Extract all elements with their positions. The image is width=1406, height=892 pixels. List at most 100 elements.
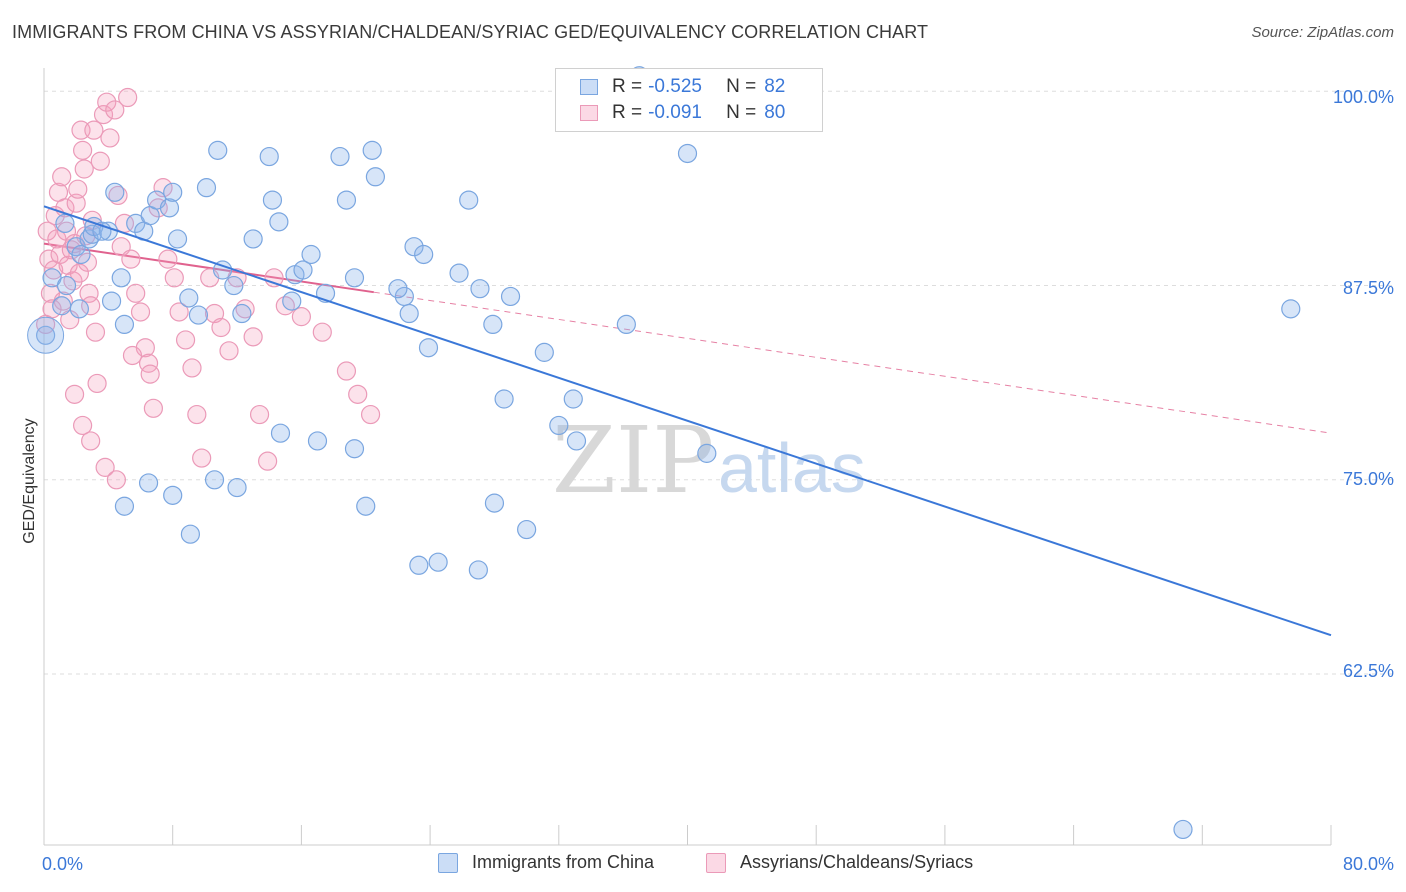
series-name-assyrians: Assyrians/Chaldeans/Syriacs	[740, 852, 974, 872]
point-china	[52, 296, 72, 316]
point-assyrians	[360, 404, 381, 425]
legend-row-assyrians: R = -0.091 N = 80	[580, 100, 785, 126]
point-assyrians	[175, 330, 196, 350]
point-assyrians	[36, 314, 56, 335]
point-assyrians	[85, 322, 106, 342]
point-china	[418, 338, 439, 358]
point-china	[697, 443, 717, 463]
series-legend: Immigrants from China Assyrians/Chaldean…	[0, 852, 1406, 878]
point-assyrians	[64, 234, 85, 254]
point-china	[494, 389, 514, 409]
point-assyrians	[192, 448, 212, 468]
point-china	[517, 519, 537, 540]
point-assyrians	[64, 384, 85, 404]
legend-r-label: R =	[612, 102, 643, 123]
x-tick-label-min: 0.0%	[42, 854, 84, 874]
point-china	[362, 140, 382, 160]
point-assyrians	[121, 249, 141, 269]
point-china	[534, 342, 554, 362]
point-china	[336, 190, 357, 210]
point-china	[163, 182, 183, 202]
point-assyrians	[90, 151, 110, 171]
point-china	[114, 496, 135, 516]
point-china	[404, 237, 424, 257]
legend-r-value-assyrians: -0.091	[648, 102, 702, 123]
y-tick-label: 100.0%	[1332, 87, 1394, 107]
point-china	[616, 314, 636, 335]
point-china	[365, 167, 386, 187]
point-assyrians	[52, 167, 72, 187]
point-assyrians	[74, 159, 94, 179]
point-assyrians	[95, 457, 115, 477]
series-legend-assyrians: Assyrians/Chaldeans/Syriacs	[706, 852, 973, 873]
point-assyrians	[73, 415, 93, 436]
series-legend-china: Immigrants from China	[438, 852, 654, 873]
point-china	[196, 178, 217, 198]
point-china	[330, 146, 350, 167]
point-assyrians	[187, 404, 207, 425]
point-china	[208, 140, 228, 160]
point-china	[356, 496, 376, 516]
point-assyrians	[164, 268, 184, 288]
point-assyrians	[291, 307, 311, 327]
point-china	[293, 260, 313, 280]
legend-n-value-china: 82	[764, 76, 786, 97]
legend-row-china: R = -0.525 N = 82	[580, 74, 785, 100]
source-credit: Source: ZipAtlas.com	[1251, 24, 1394, 41]
watermark-zip: ZIP	[552, 407, 714, 514]
point-assyrians	[336, 361, 357, 381]
point-assyrians	[258, 451, 278, 471]
point-china	[163, 485, 183, 505]
point-assyrians	[169, 302, 189, 322]
trend-line-china-solid	[43, 205, 1332, 637]
point-china	[232, 303, 252, 324]
point-assyrians	[126, 283, 146, 303]
trend-line-china	[43, 205, 1332, 637]
point-assyrians	[97, 92, 117, 112]
point-china	[105, 182, 125, 202]
point-china	[566, 431, 587, 451]
point-china	[36, 325, 56, 345]
point-assyrians	[84, 120, 104, 140]
point-china	[409, 555, 429, 575]
point-assyrians	[219, 341, 239, 361]
point-china	[428, 552, 448, 572]
point-china	[138, 473, 159, 493]
point-china	[114, 314, 135, 335]
point-china	[71, 244, 91, 265]
point-assyrians	[47, 229, 67, 249]
point-assyrians	[66, 193, 86, 213]
stats-legend: R = -0.525 N = 82 R = -0.091 N = 80	[555, 68, 823, 132]
point-china	[167, 229, 188, 249]
point-china	[470, 279, 490, 299]
legend-r-label: R =	[612, 76, 643, 97]
point-assyrians	[153, 178, 173, 198]
series-swatch-china	[438, 852, 458, 873]
point-assyrians	[108, 185, 128, 206]
watermark-atlas: atlas	[718, 429, 866, 507]
legend-n-value-assyrians: 80	[764, 102, 786, 123]
point-assyrians	[243, 327, 263, 347]
point-china	[449, 263, 469, 283]
point-assyrians	[158, 249, 178, 269]
point-assyrians	[348, 384, 368, 404]
point-china	[459, 190, 479, 210]
point-china	[269, 212, 289, 232]
point-china	[270, 423, 291, 443]
point-china	[243, 229, 263, 249]
point-assyrians	[148, 198, 168, 218]
trend-line-assyrians	[43, 242, 1332, 434]
point-assyrians	[81, 296, 101, 316]
point-assyrians	[118, 87, 138, 108]
point-china	[1281, 299, 1301, 319]
point-china	[344, 439, 365, 459]
point-china	[204, 470, 225, 490]
point-china	[159, 198, 180, 218]
y-tick-label: 87.5%	[1342, 278, 1394, 298]
point-china	[56, 275, 77, 296]
point-china	[344, 268, 365, 288]
point-assyrians	[81, 431, 101, 451]
point-assyrians	[143, 398, 163, 418]
series-swatch-assyrians	[706, 852, 726, 873]
